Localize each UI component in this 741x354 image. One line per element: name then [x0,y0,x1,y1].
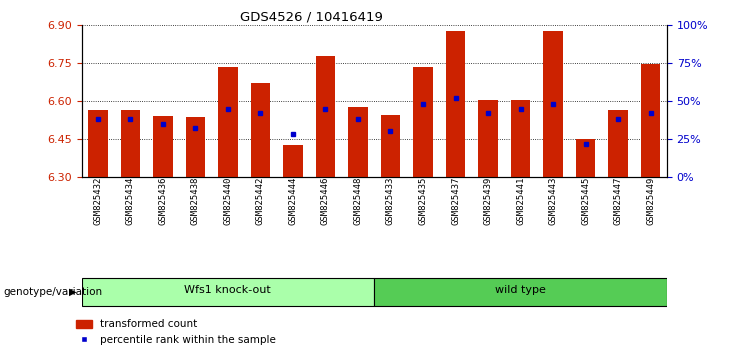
Bar [608,110,628,177]
Bar [250,83,270,177]
Text: ▶: ▶ [69,287,76,297]
Text: GSM825439: GSM825439 [484,177,493,225]
Bar [121,110,140,177]
Bar [381,115,400,177]
Text: GSM825433: GSM825433 [386,177,395,225]
Text: GSM825443: GSM825443 [548,177,557,225]
Text: GSM825435: GSM825435 [419,177,428,225]
Text: GSM825440: GSM825440 [223,177,233,225]
Bar [218,67,238,177]
Bar [413,67,433,177]
Text: GSM825438: GSM825438 [191,177,200,225]
Bar [511,99,531,177]
Text: GSM825447: GSM825447 [614,177,622,225]
Text: genotype/variation: genotype/variation [4,287,103,297]
Bar [478,99,498,177]
Bar [543,31,563,177]
Bar [316,57,335,177]
Text: Wfs1 knock-out: Wfs1 knock-out [185,285,271,296]
FancyBboxPatch shape [82,278,374,306]
Text: GSM825449: GSM825449 [646,177,655,225]
Bar [446,31,465,177]
Legend: transformed count, percentile rank within the sample: transformed count, percentile rank withi… [72,315,280,349]
Text: GSM825434: GSM825434 [126,177,135,225]
Bar [283,145,302,177]
FancyBboxPatch shape [374,278,667,306]
Bar [576,139,595,177]
Bar [641,64,660,177]
Text: GSM825444: GSM825444 [288,177,297,225]
Bar [185,118,205,177]
Bar [348,107,368,177]
Text: GDS4526 / 10416419: GDS4526 / 10416419 [240,11,382,24]
Text: GSM825432: GSM825432 [93,177,102,225]
Text: GSM825436: GSM825436 [159,177,167,225]
Text: wild type: wild type [495,285,546,296]
Text: GSM825448: GSM825448 [353,177,362,225]
Text: GSM825446: GSM825446 [321,177,330,225]
Text: GSM825437: GSM825437 [451,177,460,225]
Text: GSM825441: GSM825441 [516,177,525,225]
Text: GSM825445: GSM825445 [581,177,590,225]
Text: GSM825442: GSM825442 [256,177,265,225]
Bar [88,110,107,177]
Bar [153,116,173,177]
